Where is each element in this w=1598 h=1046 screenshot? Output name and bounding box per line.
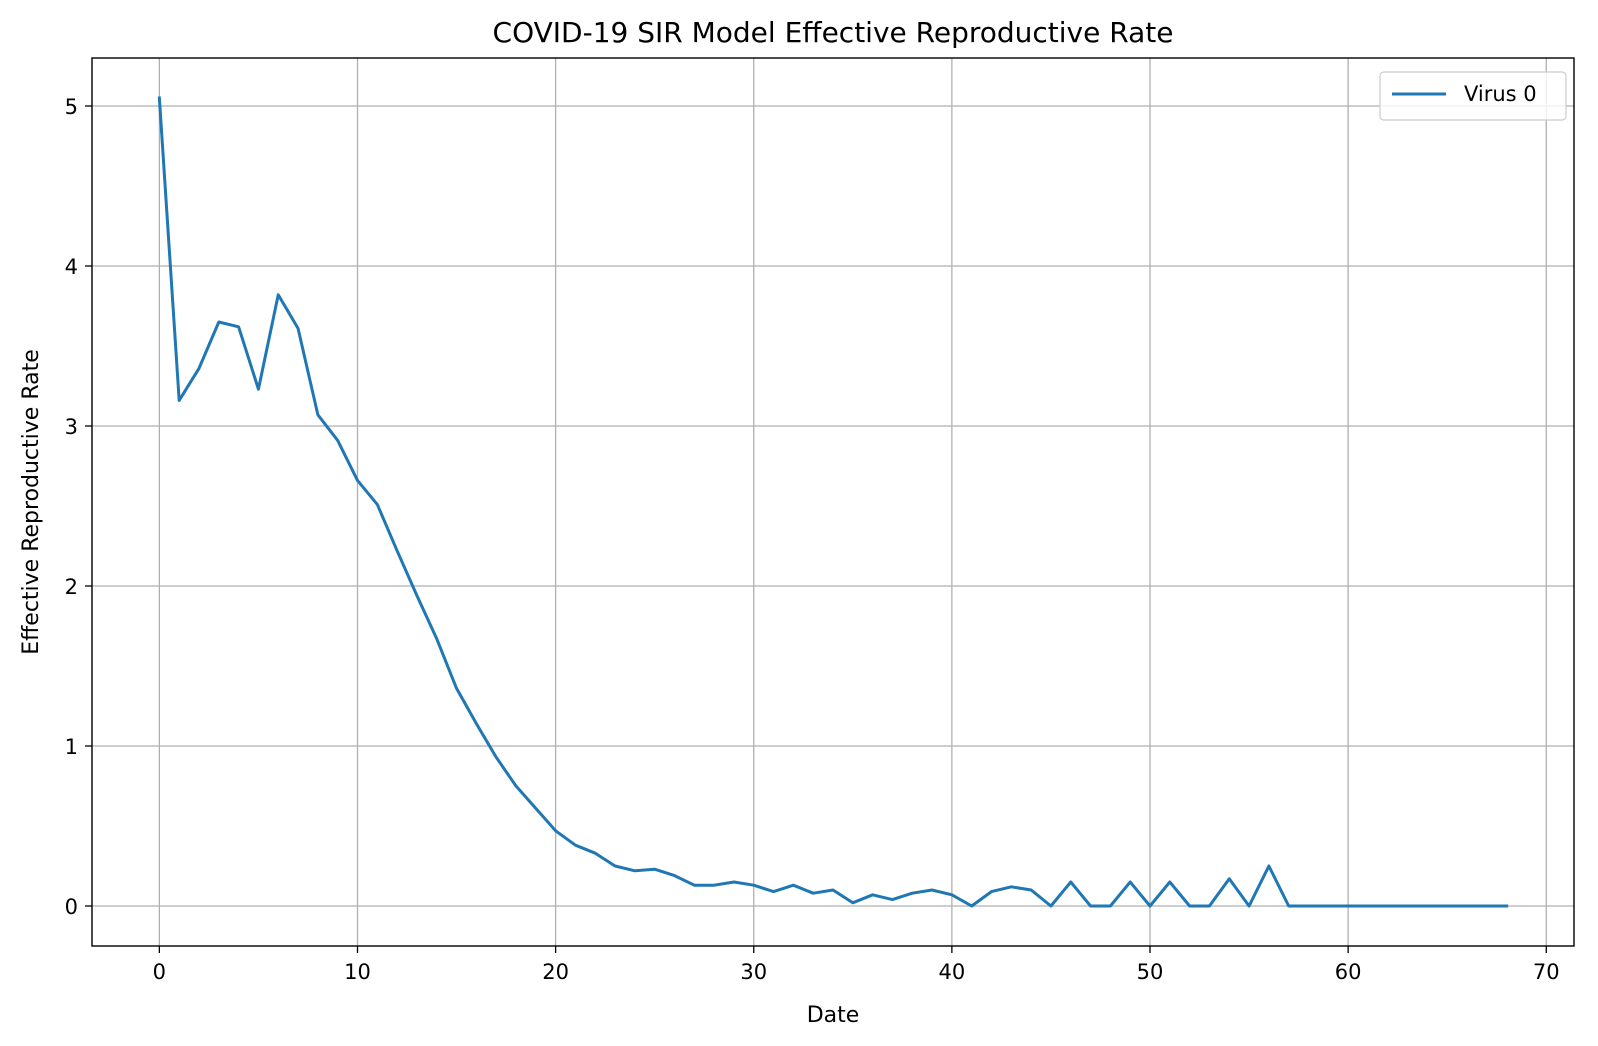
legend-label-virus-0: Virus 0	[1464, 82, 1537, 106]
y-tick-label: 4	[65, 255, 78, 279]
x-axis-label: Date	[807, 1003, 860, 1028]
x-tick-label: 0	[153, 960, 166, 984]
x-tick-label: 70	[1533, 960, 1560, 984]
y-tick-label: 1	[65, 735, 78, 759]
x-tick-label: 30	[740, 960, 767, 984]
grid	[92, 58, 1574, 946]
plot-area	[92, 58, 1574, 946]
x-tick-label: 10	[344, 960, 371, 984]
ticks: 0 10 20 30 40 50 60 70 0 1 2 3 4 5	[65, 95, 1560, 984]
plot-frame	[91, 57, 1575, 947]
legend: Virus 0	[1379, 71, 1567, 121]
legend-box	[1379, 71, 1567, 121]
x-tick-label: 20	[542, 960, 569, 984]
y-tick-label: 3	[65, 415, 78, 439]
y-tick-label: 2	[65, 575, 78, 599]
series-line-0	[157, 96, 1509, 908]
y-axis-label: Effective Reproductive Rate	[19, 349, 44, 655]
x-tick-label: 40	[939, 960, 966, 984]
x-tick-label: 60	[1335, 960, 1362, 984]
chart-title: COVID-19 SIR Model Effective Reproductiv…	[493, 16, 1174, 49]
x-tick-label: 50	[1137, 960, 1164, 984]
y-tick-label: 0	[65, 895, 78, 919]
y-tick-label: 5	[65, 95, 78, 119]
series-group	[157, 96, 1509, 908]
